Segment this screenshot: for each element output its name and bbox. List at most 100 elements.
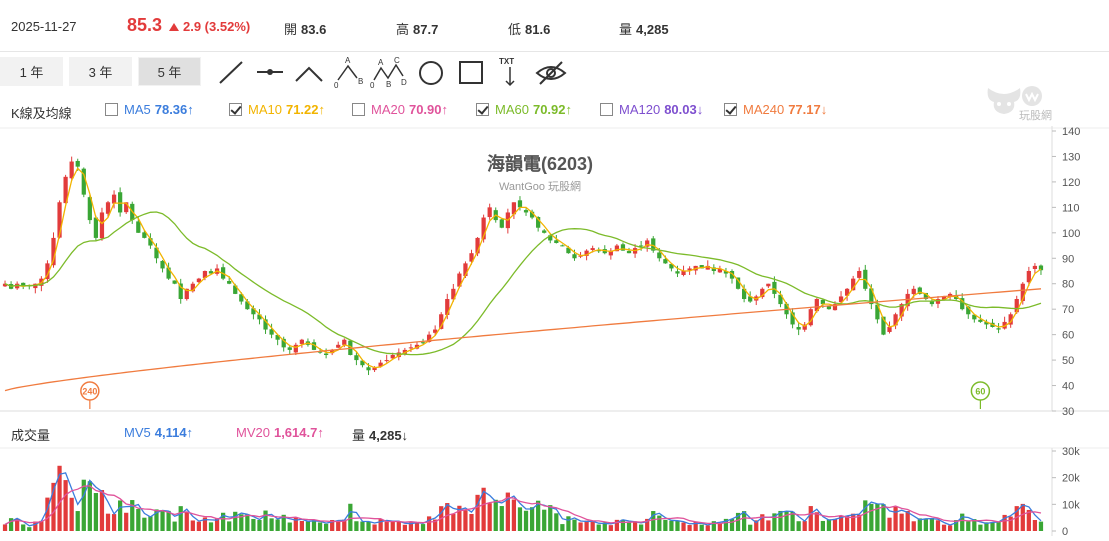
ma120-label: MA120 [619, 102, 661, 117]
candle-body [626, 250, 632, 254]
moving-average-lines [4, 167, 1042, 527]
volume-bar [57, 465, 62, 531]
volume-bar [499, 506, 504, 531]
volume-bar [487, 503, 492, 531]
candle-body [729, 271, 735, 279]
volume-bar [45, 497, 50, 531]
volume-value: 4,285 [636, 22, 669, 37]
ma120-toggle[interactable]: MA120 80.03↓ [600, 102, 703, 117]
volume-bar [893, 506, 898, 531]
candle-body [887, 327, 892, 332]
up-arrow-icon [169, 23, 179, 31]
abcd-pattern-tool-icon[interactable]: 0 A B C D [370, 56, 408, 90]
volume-bar [554, 513, 559, 531]
candlestick [729, 269, 735, 284]
ma5-checkbox[interactable] [105, 103, 118, 116]
candle-body [941, 296, 947, 301]
range-5y-button[interactable]: 5 年 [138, 57, 201, 86]
ma10-toggle[interactable]: MA10 71.22↑ [229, 102, 325, 117]
volume-bar [766, 520, 771, 531]
candle-body [251, 308, 256, 315]
price-tick-label: 90 [1062, 253, 1074, 265]
volume-bar [584, 520, 589, 531]
volume-bar [233, 511, 238, 531]
ma60-toggle[interactable]: MA60 70.92↑ [476, 102, 572, 117]
abc-label-b: B [358, 77, 363, 86]
candle-body [657, 252, 662, 259]
ma240-checkbox[interactable] [724, 103, 737, 116]
price-tick-label: 30 [1062, 406, 1074, 418]
ma5-toggle[interactable]: MA5 78.36↑ [105, 102, 194, 117]
ma20-value: 70.90↑ [408, 102, 449, 117]
ma20-checkbox[interactable] [352, 103, 365, 116]
text-tool-icon[interactable]: TXT [495, 56, 525, 88]
mv5-value: 4,114↑ [154, 425, 194, 440]
candlestick [81, 167, 86, 198]
candle-body [336, 344, 341, 348]
candle-body [445, 299, 450, 315]
candle-body [75, 160, 80, 167]
candlestick [723, 267, 729, 278]
ma60-value: 70.92↑ [532, 102, 573, 117]
volume-bar [305, 521, 311, 531]
candle-body [99, 212, 105, 239]
volume-bar [311, 520, 317, 531]
ma240-toggle[interactable]: MA240 77.17↓ [724, 102, 827, 117]
candle-body [1038, 265, 1044, 271]
volume-bar [148, 516, 153, 531]
volume-bar [275, 519, 280, 531]
volume-bar [414, 522, 420, 531]
volume-bar [887, 517, 892, 531]
volume-bar [184, 512, 189, 531]
hide-drawings-icon[interactable] [534, 56, 568, 88]
horizontal-line-tool-icon[interactable] [255, 56, 285, 88]
candlestick [45, 260, 50, 283]
mv5-line [4, 472, 1042, 527]
volume-bar [69, 497, 74, 531]
text-tool-label: TXT [499, 57, 514, 66]
ma20-toggle[interactable]: MA20 70.90↑ [352, 102, 448, 117]
volume-bar [523, 510, 529, 531]
candlestick [275, 334, 280, 346]
volume-bar [899, 513, 904, 531]
candle-body [287, 347, 292, 350]
volume-bar [463, 510, 468, 531]
range-1y-button[interactable]: 1 年 [0, 57, 63, 86]
candlestick [172, 280, 177, 285]
candlestick [354, 352, 359, 366]
candlestick [384, 354, 389, 363]
chart-axes: 30 40 50 60 70 80 90 100 110 120 130 140 0 10k 20k 30k [1052, 126, 1080, 538]
candle-body [978, 319, 983, 322]
price-tick-label: 40 [1062, 381, 1074, 393]
ma10-checkbox[interactable] [229, 103, 242, 116]
volume-bar [735, 512, 741, 531]
volume-bar [378, 519, 383, 531]
rectangle-tool-icon[interactable] [456, 56, 486, 88]
volume-bar [820, 520, 825, 531]
angle-tool-icon[interactable] [294, 56, 324, 88]
candlestick [935, 296, 941, 309]
volume-bar [366, 521, 371, 531]
volume-bar [517, 507, 523, 531]
ma60-checkbox[interactable] [476, 103, 489, 116]
candle-body [233, 285, 238, 294]
volume-bar [681, 522, 686, 531]
candlestick [1026, 266, 1031, 287]
candle-body [857, 271, 862, 278]
high-label: 高 [396, 22, 410, 37]
candle-body [1008, 314, 1013, 325]
candle-body [51, 237, 56, 266]
ma240-line [4, 288, 1042, 392]
open-value: 83.6 [301, 22, 327, 37]
ma120-value: 80.03↓ [664, 102, 704, 117]
ma60-label: MA60 [495, 102, 529, 117]
line-tool-icon[interactable] [216, 56, 246, 88]
mv20-line [4, 485, 1042, 525]
ma120-checkbox[interactable] [600, 103, 613, 116]
circle-tool-icon[interactable] [416, 56, 446, 88]
candlestick [984, 319, 989, 329]
candlestick [433, 325, 438, 336]
range-3y-button[interactable]: 3 年 [69, 57, 132, 86]
abc-pattern-tool-icon[interactable]: 0 A B [333, 56, 367, 90]
